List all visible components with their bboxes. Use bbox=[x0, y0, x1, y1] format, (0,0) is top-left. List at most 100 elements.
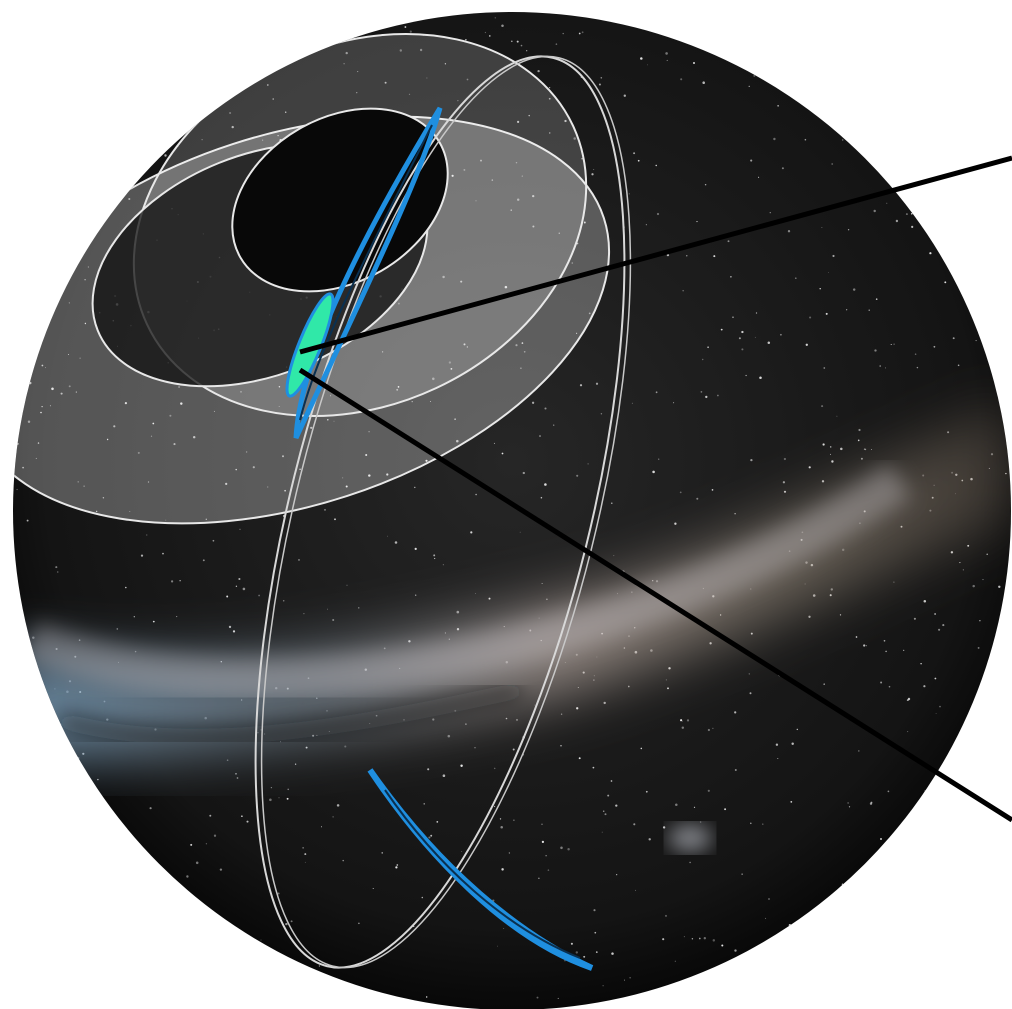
star bbox=[781, 167, 784, 170]
star bbox=[914, 119, 916, 121]
star bbox=[853, 938, 856, 941]
star bbox=[860, 457, 863, 460]
star bbox=[409, 30, 412, 33]
star bbox=[977, 646, 980, 649]
star bbox=[890, 343, 892, 346]
star bbox=[125, 586, 127, 589]
star bbox=[940, 943, 943, 945]
star bbox=[738, 337, 741, 340]
star bbox=[516, 198, 520, 201]
dust-lane bbox=[57, 681, 522, 746]
star bbox=[595, 382, 599, 385]
star bbox=[948, 56, 951, 59]
star bbox=[783, 457, 787, 461]
star bbox=[674, 960, 676, 962]
star bbox=[562, 32, 564, 35]
star bbox=[997, 298, 998, 300]
star bbox=[986, 916, 989, 919]
star bbox=[190, 843, 193, 846]
star bbox=[333, 420, 335, 422]
star bbox=[421, 896, 424, 899]
star bbox=[762, 823, 764, 825]
star bbox=[666, 59, 668, 61]
star bbox=[150, 435, 153, 437]
star bbox=[395, 866, 398, 869]
star bbox=[60, 392, 63, 395]
star bbox=[226, 595, 229, 598]
star bbox=[717, 394, 719, 397]
star bbox=[493, 442, 495, 444]
star bbox=[408, 93, 411, 95]
star bbox=[777, 757, 779, 760]
star bbox=[429, 401, 431, 403]
star bbox=[362, 6, 364, 8]
star bbox=[734, 711, 737, 714]
star bbox=[365, 453, 368, 457]
star bbox=[788, 923, 792, 927]
star bbox=[978, 832, 981, 835]
star bbox=[914, 353, 917, 355]
star bbox=[512, 748, 515, 751]
star bbox=[442, 564, 444, 566]
star bbox=[592, 766, 595, 769]
star bbox=[66, 248, 68, 250]
star bbox=[272, 98, 274, 100]
star bbox=[356, 92, 358, 94]
star bbox=[484, 31, 487, 34]
star bbox=[846, 18, 850, 21]
star bbox=[882, 159, 885, 162]
great-circle-2 bbox=[260, 55, 632, 969]
star bbox=[252, 466, 255, 469]
star bbox=[291, 961, 295, 965]
star bbox=[598, 83, 601, 86]
star bbox=[905, 213, 908, 216]
star bbox=[935, 35, 937, 37]
star bbox=[868, 309, 870, 311]
star bbox=[906, 699, 909, 702]
star bbox=[346, 584, 348, 586]
star bbox=[836, 415, 838, 417]
star bbox=[345, 51, 348, 55]
star bbox=[282, 600, 285, 602]
star bbox=[647, 64, 648, 66]
star bbox=[759, 1007, 761, 1009]
star bbox=[593, 169, 595, 170]
star bbox=[396, 388, 399, 391]
star bbox=[884, 367, 886, 369]
star bbox=[648, 838, 651, 841]
star bbox=[79, 357, 81, 359]
star bbox=[133, 616, 135, 618]
star bbox=[258, 594, 260, 597]
star bbox=[394, 541, 398, 544]
milky-way-core bbox=[22, 463, 912, 698]
star bbox=[122, 56, 125, 60]
star bbox=[887, 790, 890, 793]
star bbox=[755, 312, 758, 314]
star bbox=[642, 3, 644, 5]
star bbox=[147, 481, 150, 483]
star bbox=[347, 1002, 350, 1005]
star bbox=[821, 227, 823, 228]
star bbox=[913, 617, 916, 620]
star bbox=[767, 341, 771, 344]
star bbox=[928, 74, 931, 77]
star bbox=[112, 17, 116, 20]
star bbox=[545, 855, 547, 857]
star bbox=[96, 840, 100, 843]
star bbox=[345, 485, 348, 488]
star bbox=[981, 140, 983, 142]
star bbox=[666, 253, 670, 257]
star bbox=[410, 12, 412, 14]
star bbox=[327, 608, 328, 610]
star bbox=[945, 1004, 947, 1006]
star bbox=[758, 176, 760, 178]
star bbox=[414, 486, 416, 489]
star bbox=[610, 780, 613, 782]
star bbox=[162, 552, 164, 555]
star bbox=[888, 981, 890, 984]
star bbox=[576, 474, 579, 477]
star bbox=[537, 69, 540, 73]
star bbox=[923, 685, 926, 688]
star bbox=[689, 861, 691, 864]
star bbox=[235, 585, 238, 587]
